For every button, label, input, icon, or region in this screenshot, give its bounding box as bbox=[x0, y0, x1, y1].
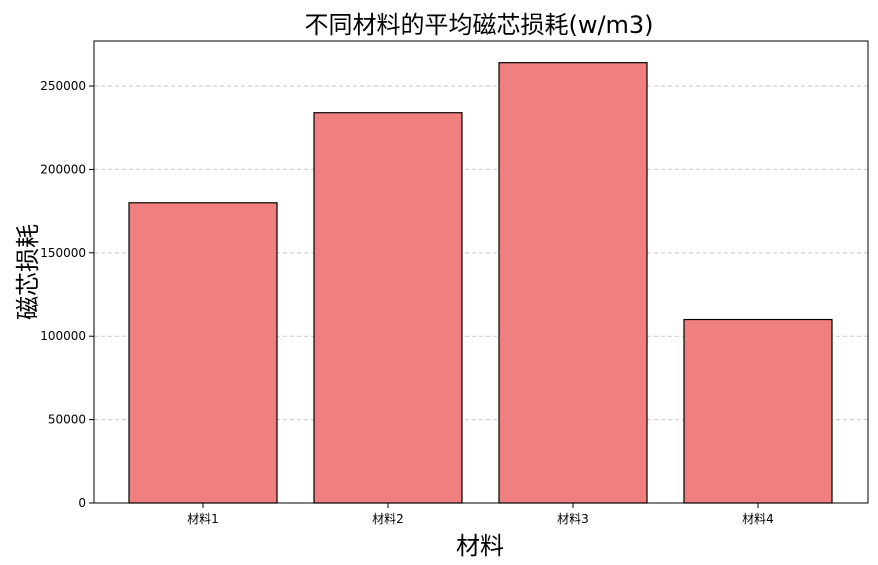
plot-frame bbox=[93, 40, 869, 504]
x-axis-ticks: 材料1 材料2 材料3 材料4 bbox=[187, 503, 774, 526]
y-axis-label: 磁芯损耗 bbox=[14, 224, 42, 320]
x-tick-label: 材料3 bbox=[557, 512, 589, 526]
y-tick-label: 50000 bbox=[48, 413, 86, 427]
bar-4 bbox=[683, 318, 833, 504]
x-axis-label: 材料 bbox=[456, 532, 504, 560]
bar-1 bbox=[128, 202, 278, 504]
chart-title: 不同材料的平均磁芯损耗(w/m3) bbox=[304, 11, 653, 39]
x-tick-label: 材料2 bbox=[372, 512, 404, 526]
y-tick-label: 250000 bbox=[40, 79, 86, 93]
y-tick-label: 0 bbox=[78, 496, 86, 510]
x-tick-label: 材料1 bbox=[187, 512, 219, 526]
y-tick-label: 200000 bbox=[40, 162, 86, 176]
y-tick-label: 100000 bbox=[40, 329, 86, 343]
bars bbox=[128, 62, 833, 504]
y-tick-label: 150000 bbox=[40, 246, 86, 260]
bar-2 bbox=[313, 112, 463, 504]
x-tick-label: 材料4 bbox=[742, 512, 774, 526]
bar-3 bbox=[498, 62, 648, 504]
y-axis-ticks: 0 50000 100000 150000 200000 250000 bbox=[40, 79, 94, 510]
